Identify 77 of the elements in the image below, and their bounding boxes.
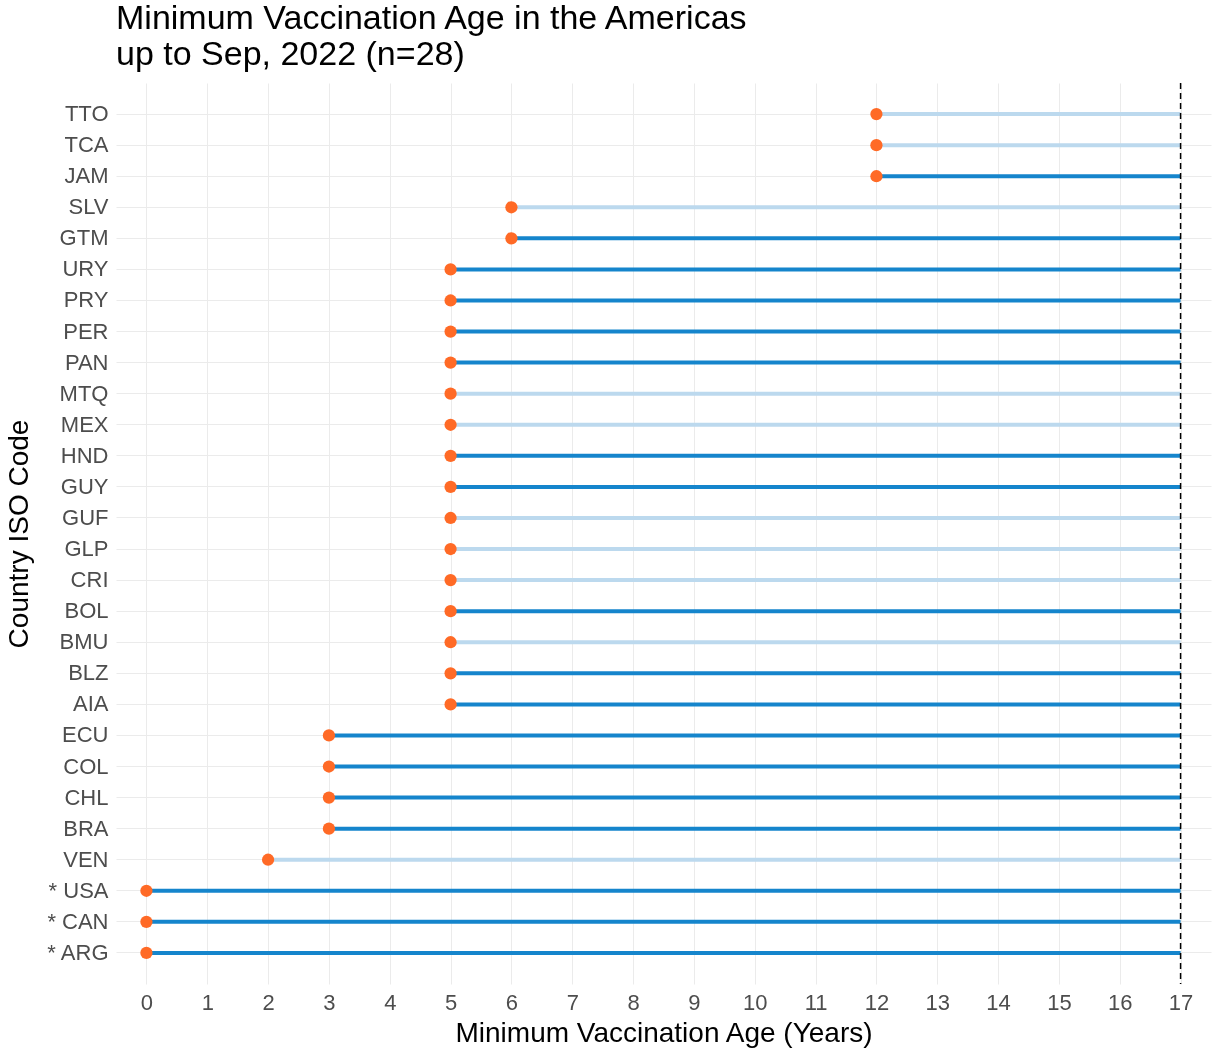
point <box>444 356 457 369</box>
point <box>140 946 153 960</box>
y-axis-title: Country ISO Code <box>3 419 35 649</box>
y-tick-label: SLV <box>68 194 109 220</box>
y-tick-label: CHL <box>64 784 109 810</box>
x-tick-label: 16 <box>1108 989 1133 1015</box>
point <box>322 760 336 773</box>
chart-title: Minimum Vaccination Age in the Americas up to Sep, 2022 (n=28) <box>116 0 747 73</box>
point <box>444 511 457 525</box>
x-tick-label: 15 <box>1047 989 1072 1015</box>
point <box>505 232 518 245</box>
x-tick-label: 2 <box>262 989 275 1015</box>
y-tick-label: JAM <box>64 163 109 189</box>
y-tick-label: BMU <box>59 629 109 655</box>
y-tick-label: BRA <box>63 815 109 841</box>
x-tick-label: 5 <box>444 989 458 1015</box>
point <box>444 667 457 680</box>
point <box>140 915 153 928</box>
point <box>322 822 336 835</box>
point <box>444 573 457 587</box>
point <box>444 294 457 307</box>
x-tick-label: 9 <box>688 989 701 1015</box>
point <box>444 325 457 338</box>
y-tick-label: GUF <box>62 504 109 530</box>
y-tick-label: HND <box>60 442 109 468</box>
x-tick-label: 11 <box>804 989 828 1015</box>
y-tick-label: BLZ <box>68 660 109 686</box>
x-tick-label: 3 <box>323 989 336 1015</box>
point <box>444 418 457 431</box>
x-tick-label: 13 <box>925 989 950 1015</box>
point <box>870 139 883 152</box>
x-tick-label: 12 <box>864 989 890 1015</box>
x-tick-label: 8 <box>627 989 640 1015</box>
y-tick-label: AIA <box>73 691 109 717</box>
y-tick-label: * USA <box>48 877 109 903</box>
x-axis-title: Minimum Vaccination Age (Years) <box>455 1016 873 1048</box>
x-tick-label: 10 <box>743 989 768 1015</box>
y-tick-label: PRY <box>63 287 109 313</box>
y-tick-label: VEN <box>63 846 109 872</box>
y-tick-label: PAN <box>64 349 109 375</box>
x-tick-label: 1 <box>201 989 214 1015</box>
x-tick-label: 6 <box>505 989 519 1015</box>
y-tick-label: PER <box>63 318 109 344</box>
x-tick-label: 14 <box>986 989 1011 1015</box>
y-tick-label: CRI <box>70 567 109 593</box>
point <box>444 263 457 276</box>
x-tick-label: 4 <box>384 989 397 1015</box>
y-tick-label: GLP <box>64 536 109 562</box>
y-tick-label: GUY <box>60 473 109 499</box>
y-tick-label: TCA <box>64 132 109 158</box>
point <box>505 201 518 214</box>
point <box>870 170 883 183</box>
y-tick-label: * CAN <box>47 908 109 934</box>
point <box>444 387 457 400</box>
point <box>140 884 153 897</box>
y-tick-label: ECU <box>62 722 109 748</box>
y-tick-label: MTQ <box>59 380 109 406</box>
x-tick-label: 0 <box>140 989 154 1015</box>
y-tick-label: BOL <box>64 598 109 624</box>
point <box>444 698 457 711</box>
point <box>444 480 457 494</box>
point <box>322 729 336 742</box>
y-tick-label: COL <box>63 753 109 779</box>
point <box>444 542 457 556</box>
point <box>261 853 275 866</box>
y-tick-label: * ARG <box>47 939 109 965</box>
x-tick-label: 17 <box>1168 989 1194 1015</box>
point <box>444 636 457 649</box>
x-tick-label: 7 <box>566 989 579 1015</box>
point <box>870 107 883 121</box>
point <box>444 605 457 618</box>
point <box>322 791 336 804</box>
point <box>444 449 457 462</box>
y-tick-label: TTO <box>64 101 109 127</box>
y-tick-label: GTM <box>59 225 109 251</box>
y-tick-label: MEX <box>60 411 109 437</box>
y-tick-label: URY <box>62 256 109 282</box>
